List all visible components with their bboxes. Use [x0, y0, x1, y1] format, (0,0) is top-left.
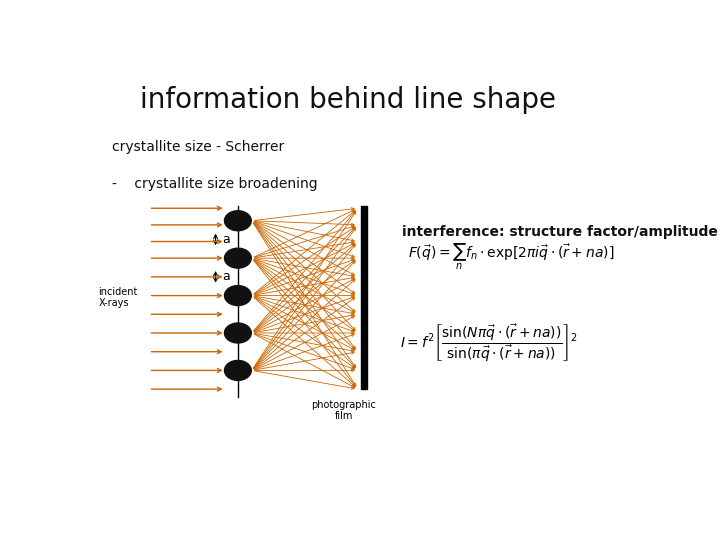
Text: interference: structure factor/amplitude: interference: structure factor/amplitude — [402, 225, 719, 239]
Circle shape — [225, 211, 251, 231]
Circle shape — [225, 248, 251, 268]
Text: -    crystallite size broadening: - crystallite size broadening — [112, 177, 318, 191]
Text: incident
X-rays: incident X-rays — [99, 287, 138, 308]
Circle shape — [225, 286, 251, 306]
Text: photographic
film: photographic film — [312, 400, 377, 421]
Text: $I = f^2 \left[\dfrac{\sin(N\pi\vec{q} \cdot (\vec{r} + na))}{\sin(\pi\vec{q} \c: $I = f^2 \left[\dfrac{\sin(N\pi\vec{q} \… — [400, 322, 577, 364]
Circle shape — [225, 323, 251, 343]
Circle shape — [225, 360, 251, 380]
Text: a: a — [222, 271, 230, 284]
Text: crystallite size - Scherrer: crystallite size - Scherrer — [112, 140, 284, 154]
Bar — [361, 206, 367, 389]
Text: information behind line shape: information behind line shape — [140, 85, 557, 113]
Text: a: a — [222, 233, 230, 246]
Text: $F(\vec{q}) = \sum_{n} f_n \cdot \exp[2\pi i\vec{q} \cdot (\vec{r} + na)]$: $F(\vec{q}) = \sum_{n} f_n \cdot \exp[2\… — [408, 241, 614, 272]
